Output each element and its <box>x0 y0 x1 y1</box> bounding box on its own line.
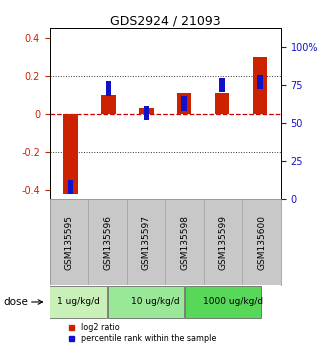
Bar <box>177 93 191 114</box>
Bar <box>215 93 229 114</box>
Text: GSM135595: GSM135595 <box>65 215 74 270</box>
Legend: log2 ratio, percentile rank within the sample: log2 ratio, percentile rank within the s… <box>65 320 219 347</box>
Bar <box>68 180 74 194</box>
Bar <box>143 105 149 120</box>
Title: GDS2924 / 21093: GDS2924 / 21093 <box>110 14 221 27</box>
Bar <box>219 78 225 92</box>
Bar <box>181 96 187 111</box>
Text: 1000 ug/kg/d: 1000 ug/kg/d <box>203 297 263 307</box>
Bar <box>106 81 111 96</box>
Bar <box>30 286 107 318</box>
Bar <box>63 114 78 194</box>
Text: GSM135596: GSM135596 <box>103 215 112 270</box>
Text: dose: dose <box>3 297 28 307</box>
Text: GSM135599: GSM135599 <box>219 215 228 270</box>
Text: GSM135600: GSM135600 <box>257 215 266 270</box>
Bar <box>139 108 153 114</box>
Text: 10 ug/kg/d: 10 ug/kg/d <box>131 297 180 307</box>
Text: GSM135597: GSM135597 <box>142 215 151 270</box>
Bar <box>185 286 261 318</box>
Bar <box>253 57 267 114</box>
Text: GSM135598: GSM135598 <box>180 215 189 270</box>
Text: 1 ug/kg/d: 1 ug/kg/d <box>57 297 100 307</box>
Bar <box>101 95 116 114</box>
Bar <box>257 75 263 90</box>
Bar <box>108 286 184 318</box>
